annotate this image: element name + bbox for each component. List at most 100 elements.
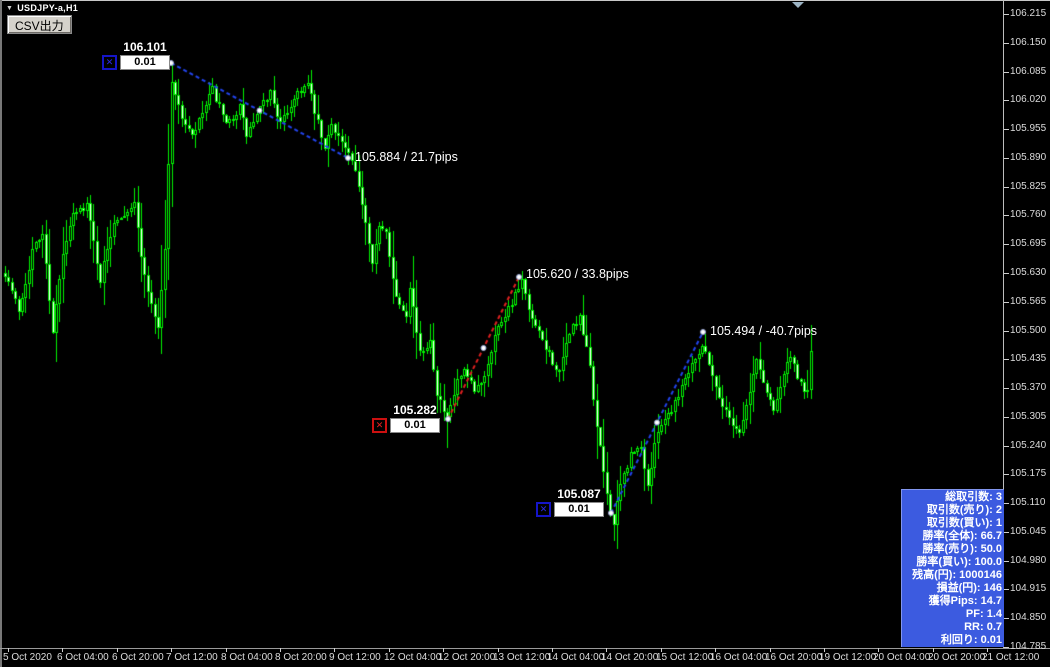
time-axis-label: 6 Oct 04:00 <box>57 652 109 663</box>
triangle-down-icon: ▼ <box>6 4 14 12</box>
chart-title-label: USDJPY-a,H1 <box>17 3 79 13</box>
price-axis-tick <box>1004 215 1009 216</box>
price-axis-tick <box>1004 129 1009 130</box>
lot-size-field[interactable]: 0.01 <box>554 502 604 517</box>
time-axis-tick <box>661 648 662 652</box>
price-axis-tick <box>1004 100 1009 101</box>
price-axis-tick <box>1004 388 1009 389</box>
price-axis-label: 105.045 <box>1010 526 1047 537</box>
stats-line: 利回り: 0.01 <box>940 634 1002 646</box>
time-axis-label: 12 Oct 04:00 <box>384 652 442 663</box>
price-axis-label: 106.215 <box>1010 8 1047 19</box>
time-axis-tick <box>226 648 227 652</box>
price-axis-tick <box>1004 302 1009 303</box>
close-trade-button[interactable]: ✕ <box>372 418 387 433</box>
price-axis-label: 106.020 <box>1010 94 1047 105</box>
price-axis-label: 105.630 <box>1010 267 1047 278</box>
price-axis-label: 105.370 <box>1010 382 1047 393</box>
stats-line: 勝率(全体): 66.7 <box>922 530 1002 542</box>
time-axis-tick <box>770 648 771 652</box>
exit-price-pips-label: 105.884 / 21.7pips <box>355 150 458 164</box>
price-axis-tick <box>1004 72 1009 73</box>
stats-line: PF: 1.4 <box>965 608 1002 620</box>
close-trade-button[interactable]: ✕ <box>536 502 551 517</box>
time-axis-label: 9 Oct 12:00 <box>329 652 381 663</box>
stats-line: 損益(円): 146 <box>936 582 1002 594</box>
trade-marker-2: 105.282 ✕ 0.01 <box>372 403 440 433</box>
stats-line: 総取引数: 3 <box>945 491 1002 503</box>
time-axis-label: 16 Oct 04:00 <box>710 652 768 663</box>
time-axis-tick <box>280 648 281 652</box>
trade-marker-3: 105.087 ✕ 0.01 <box>536 487 604 517</box>
stats-line: 勝率(買い): 100.0 <box>916 556 1002 568</box>
price-axis-tick <box>1004 14 1009 15</box>
price-axis-tick <box>1004 417 1009 418</box>
time-axis-tick <box>8 648 9 652</box>
time-axis-label: 20 Oct 20:00 <box>928 652 986 663</box>
price-axis-tick <box>1004 158 1009 159</box>
lot-size-field[interactable]: 0.01 <box>390 418 440 433</box>
time-axis-label: 16 Oct 20:00 <box>765 652 823 663</box>
time-axis-label: 8 Oct 20:00 <box>275 652 327 663</box>
price-axis-label: 105.175 <box>1010 468 1047 479</box>
price-axis-tick <box>1004 647 1009 648</box>
time-axis-label: 13 Oct 12:00 <box>493 652 551 663</box>
trade-marker-row: ✕ 0.01 <box>372 418 440 433</box>
price-axis-tick <box>1004 503 1009 504</box>
time-axis-tick <box>878 648 879 652</box>
price-axis-label: 105.110 <box>1010 497 1046 508</box>
time-axis-tick <box>498 648 499 652</box>
time-axis-tick <box>171 648 172 652</box>
scroll-to-end-icon[interactable] <box>792 2 804 8</box>
stats-line: 取引数(売り): 2 <box>926 504 1002 516</box>
time-axis-label: 20 Oct 04:00 <box>873 652 931 663</box>
time-axis-label: 6 Oct 20:00 <box>112 652 164 663</box>
price-axis-label: 105.565 <box>1010 296 1047 307</box>
time-axis-label: 14 Oct 20:00 <box>601 652 659 663</box>
price-axis-label: 105.890 <box>1010 152 1047 163</box>
price-axis-tick <box>1004 359 1009 360</box>
price-axis-tick <box>1004 561 1009 562</box>
price-axis-tick <box>1004 244 1009 245</box>
time-axis-tick <box>824 648 825 652</box>
time-axis-tick <box>606 648 607 652</box>
price-axis-tick <box>1004 187 1009 188</box>
price-axis-tick <box>1004 474 1009 475</box>
lot-size-field[interactable]: 0.01 <box>120 55 170 70</box>
time-axis-label: 21 Oct 12:00 <box>982 652 1040 663</box>
exit-price-pips-label: 105.494 / -40.7pips <box>710 324 818 338</box>
time-axis-label: 12 Oct 20:00 <box>438 652 496 663</box>
exit-price-pips-label: 105.620 / 33.8pips <box>526 267 629 281</box>
price-axis-label: 105.305 <box>1010 411 1047 422</box>
stats-panel: 総取引数: 3 取引数(売り): 2 取引数(買い): 1 勝率(全体): 66.7 勝… <box>901 489 1004 647</box>
time-axis-tick <box>715 648 716 652</box>
stats-line: 取引数(買い): 1 <box>926 517 1002 529</box>
time-axis-label: 19 Oct 12:00 <box>819 652 877 663</box>
entry-price-label: 105.282 <box>393 403 437 417</box>
price-axis-label: 105.695 <box>1010 238 1047 249</box>
price-axis-label: 106.085 <box>1010 66 1047 77</box>
stats-line: RR: 0.7 <box>964 621 1002 633</box>
time-axis-tick <box>933 648 934 652</box>
csv-export-button[interactable]: CSV出力 <box>7 15 72 34</box>
window-top-border <box>0 0 1050 1</box>
price-axis-label: 106.150 <box>1010 37 1047 48</box>
price-axis-label: 105.825 <box>1010 181 1047 192</box>
stats-line: 勝率(売り): 50.0 <box>922 543 1002 555</box>
close-trade-button[interactable]: ✕ <box>102 55 117 70</box>
trade-marker-1: 106.101 ✕ 0.01 <box>102 40 170 70</box>
time-axis-label: 7 Oct 12:00 <box>166 652 218 663</box>
time-axis-tick <box>552 648 553 652</box>
price-axis-label: 105.955 <box>1010 123 1047 134</box>
time-axis-tick <box>389 648 390 652</box>
price-axis-label: 105.500 <box>1010 325 1047 336</box>
price-axis-tick <box>1004 589 1009 590</box>
time-axis-tick <box>62 648 63 652</box>
time-axis-tick <box>987 648 988 652</box>
window-left-border <box>0 0 2 667</box>
price-axis-label: 105.240 <box>1010 440 1047 451</box>
price-axis-label: 104.785 <box>1010 641 1047 652</box>
time-axis-separator <box>0 648 1050 649</box>
